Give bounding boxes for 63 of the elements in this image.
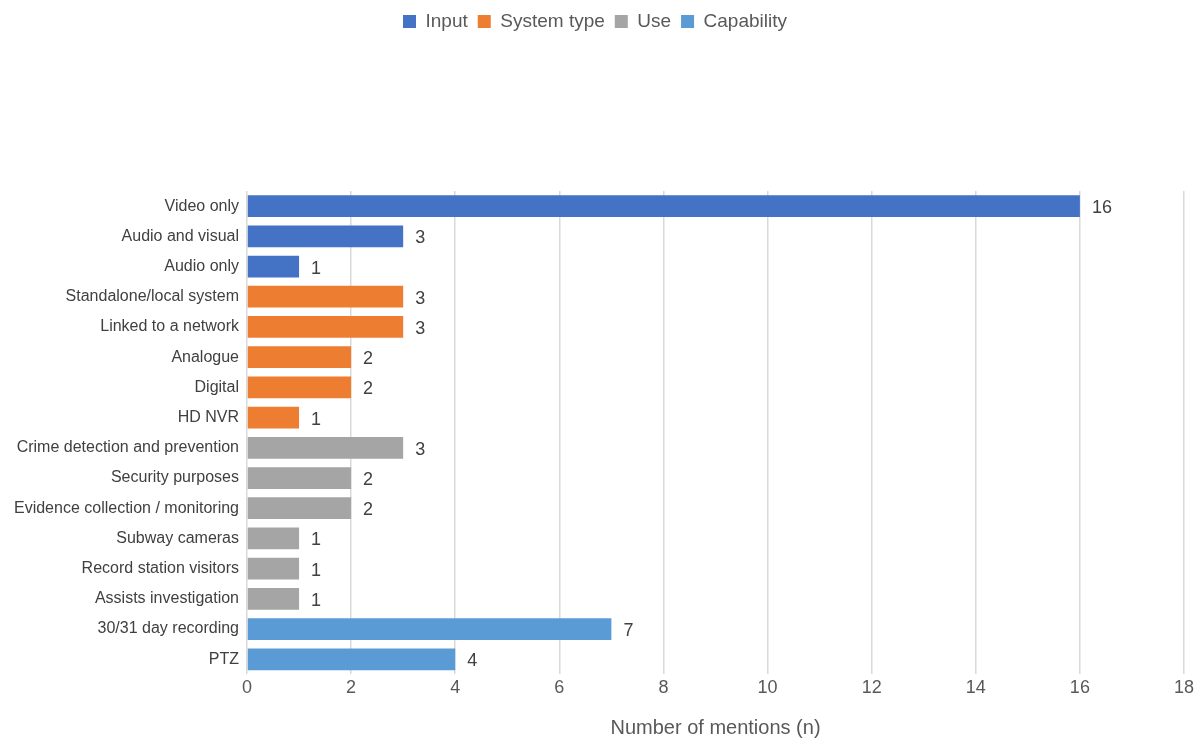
bar [247,648,456,671]
bar [247,618,612,640]
x-tick-label: 6 [554,677,565,698]
x-tick-label: 10 [757,677,778,698]
bar [247,467,352,489]
data-label: 2 [363,499,374,520]
y-tick-label: Audio and visual [121,226,240,244]
bar [247,346,352,369]
y-tick-label: PTZ [208,649,240,667]
data-label: 2 [363,378,374,399]
x-tick-label: 16 [1069,677,1090,698]
x-tick-label: 0 [242,677,253,698]
bar [247,255,300,278]
y-tick-label: Record station visitors [81,559,240,577]
legend-label: Use [637,9,672,31]
bar [247,497,352,520]
data-label: 3 [415,317,426,338]
data-label: 1 [311,529,322,550]
x-tick-label: 2 [346,677,357,698]
data-label: 1 [311,257,322,278]
data-label: 2 [363,348,374,369]
bar [247,195,1080,217]
y-tick-label: Standalone/local system [65,287,240,305]
y-tick-label: Linked to a network [100,317,241,335]
data-label: 4 [467,650,478,671]
data-label: 3 [415,438,426,459]
data-label: 1 [311,408,322,429]
data-label: 2 [363,468,374,489]
y-tick-label: Crime detection and prevention [16,438,240,456]
data-label: 16 [1091,197,1112,218]
y-tick-label: Evidence collection / monitoring [13,498,240,516]
legend-label: Input [425,9,469,31]
bar [247,527,300,550]
bar [247,225,404,248]
bar [247,285,404,308]
y-tick-label: Subway cameras [116,528,240,546]
data-label: 3 [415,227,426,248]
bar [247,316,404,338]
data-label: 1 [311,589,322,610]
bar [247,557,300,580]
x-tick-label: 18 [1173,677,1195,698]
y-tick-label: Audio only [164,256,240,274]
x-tick-label: 4 [450,677,461,698]
y-tick-label: Security purposes [110,468,240,486]
y-tick-label: Video only [164,196,240,214]
y-tick-label: Digital [194,377,240,395]
y-tick-label: Analogue [171,347,240,365]
bar [247,587,300,610]
x-tick-label: 14 [965,677,986,698]
legend-label: System type [500,9,605,31]
x-axis-title: Number of mentions (n) [610,715,821,738]
y-tick-label: HD NVR [177,408,240,425]
x-tick-label: 12 [861,677,882,698]
y-tick-label: Assists investigation [94,589,240,607]
data-label: 7 [623,620,634,641]
bar [247,436,404,459]
y-tick-label: 30/31 day recording [97,619,240,637]
data-label: 3 [415,287,426,308]
x-tick-label: 8 [658,677,669,698]
bar [247,376,352,399]
data-label: 1 [311,559,322,580]
bar [247,406,300,429]
legend-label: Capability [703,9,788,31]
